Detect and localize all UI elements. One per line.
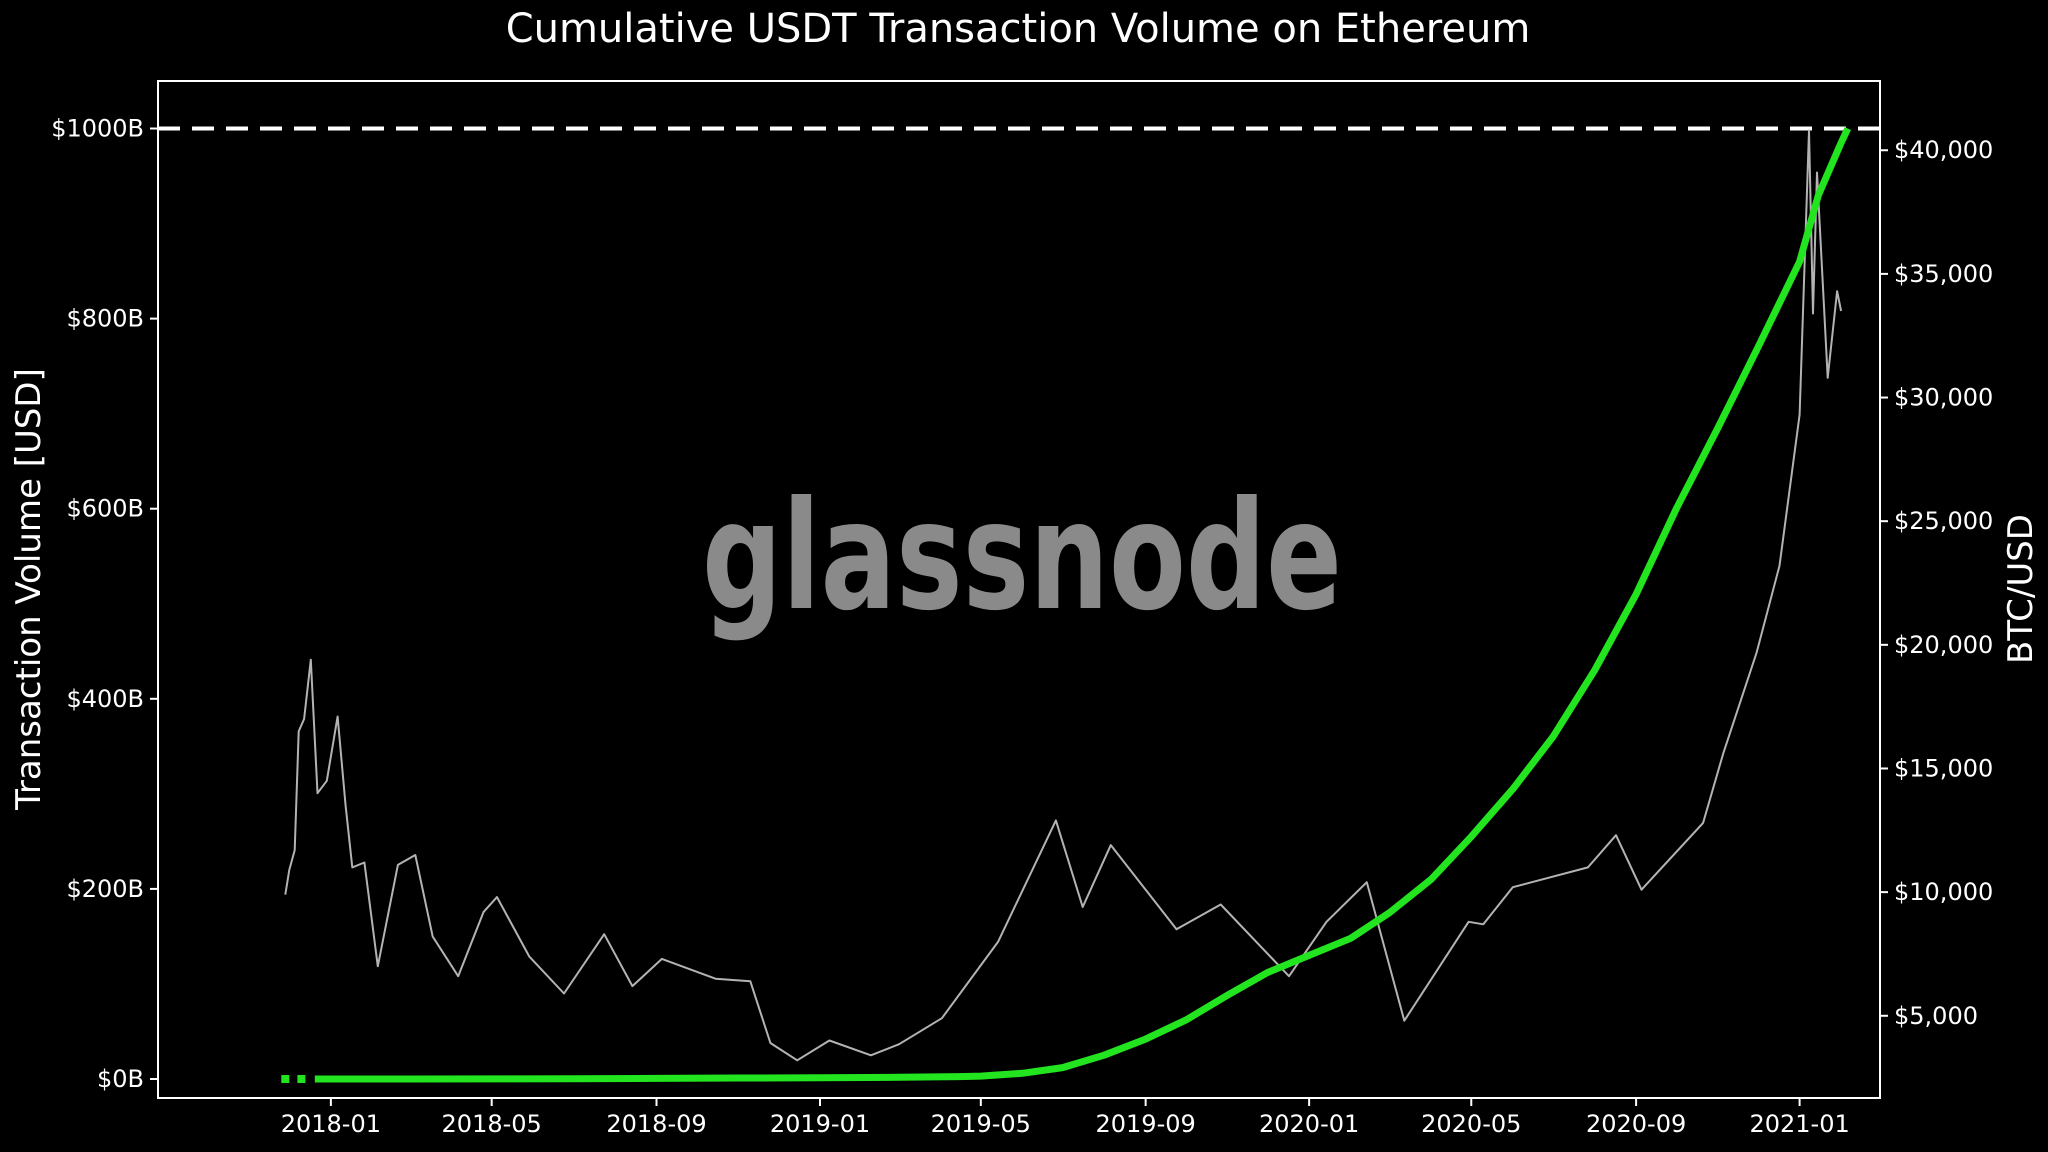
left-y-tick-label: $1000B xyxy=(51,115,144,143)
right-y-tick-label: $25,000 xyxy=(1894,507,1993,535)
left-y-tick-label: $0B xyxy=(97,1065,144,1093)
chart-title: Cumulative USDT Transaction Volume on Et… xyxy=(506,6,1531,52)
x-tick-label: 2021-01 xyxy=(1749,1110,1849,1138)
x-tick-label: 2019-05 xyxy=(931,1110,1031,1138)
right-y-axis-label: BTC/USD xyxy=(2001,514,2041,664)
x-tick-label: 2020-09 xyxy=(1586,1110,1686,1138)
plot-frame xyxy=(157,80,1881,1099)
left-y-axis: $0B $200B $400B $600B $800B $1000B xyxy=(51,115,158,1093)
right-y-tick-label: $30,000 xyxy=(1894,384,1993,412)
x-axis: 2018-01 2018-05 2018-09 2019-01 2019-05 2019-… xyxy=(281,1098,1850,1138)
volume-point xyxy=(281,1074,290,1083)
left-y-tick-label: $600B xyxy=(66,495,144,523)
watermark-text: glassnode xyxy=(702,470,1342,644)
right-y-tick-label: $15,000 xyxy=(1894,754,1993,782)
right-y-tick-label: $5,000 xyxy=(1894,1002,1978,1030)
right-y-tick-label: $35,000 xyxy=(1894,260,1993,288)
right-y-tick-label: $20,000 xyxy=(1894,631,1993,659)
btc-price-line xyxy=(284,129,1843,1062)
right-y-tick-label: $10,000 xyxy=(1894,878,1993,906)
x-tick-label: 2020-01 xyxy=(1259,1110,1359,1138)
x-tick-label: 2019-09 xyxy=(1095,1110,1195,1138)
x-tick-label: 2018-01 xyxy=(281,1110,381,1138)
series-layer xyxy=(158,126,1880,1083)
right-y-axis: $5,000 $10,000 $15,000 $20,000 $25,000 $30,00… xyxy=(1880,136,1993,1030)
left-y-tick-label: $200B xyxy=(66,875,144,903)
x-tick-label: 2018-09 xyxy=(606,1110,706,1138)
x-tick-label: 2019-01 xyxy=(770,1110,870,1138)
cumulative-volume-line xyxy=(314,127,1851,1083)
left-y-tick-label: $800B xyxy=(66,305,144,333)
x-tick-label: 2018-05 xyxy=(442,1110,542,1138)
left-y-axis-label: Transaction Volume [USD] xyxy=(9,368,49,811)
x-tick-label: 2020-05 xyxy=(1421,1110,1521,1138)
volume-point xyxy=(297,1074,306,1083)
left-y-tick-label: $400B xyxy=(66,685,144,713)
right-y-tick-label: $40,000 xyxy=(1894,136,1993,164)
